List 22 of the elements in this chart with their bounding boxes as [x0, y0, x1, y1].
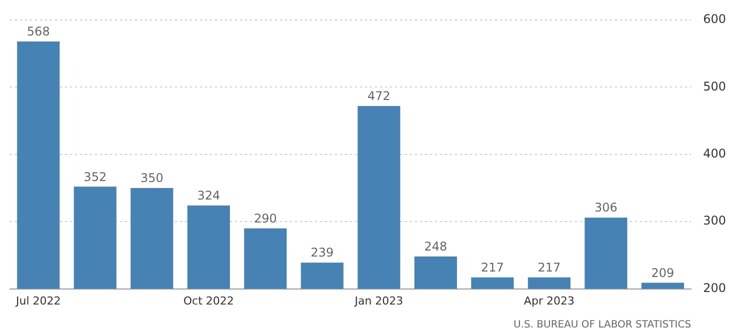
data-label: 306 [594, 200, 618, 215]
y-tick-label: 500 [703, 79, 726, 94]
y-tick-label: 200 [703, 280, 726, 295]
data-label: 217 [480, 260, 504, 274]
y-tick-label: 400 [703, 146, 726, 161]
data-label: 239 [310, 246, 334, 260]
data-label: 248 [424, 240, 448, 254]
data-label: 324 [197, 188, 220, 203]
text: U.S. BUREAU OF LABOR STATISTICS [513, 320, 692, 331]
x-tick-label: Apr 2023 [524, 294, 574, 308]
x-tick-label: Oct 2022 [183, 294, 234, 308]
data-label: 568 [26, 24, 50, 39]
y-tick-label: 300 [703, 214, 726, 228]
y-tick-label: 600 [703, 12, 726, 26]
data-label: 352 [84, 170, 107, 184]
data-label: 290 [254, 211, 277, 226]
x-tick-label: Jan 2023 [354, 294, 404, 308]
data-label: 217 [538, 260, 561, 274]
data-label: 350 [140, 171, 164, 186]
data-label: 472 [367, 89, 390, 104]
data-label: 209 [651, 266, 674, 280]
x-tick-label: Jul 2022 [14, 294, 61, 308]
